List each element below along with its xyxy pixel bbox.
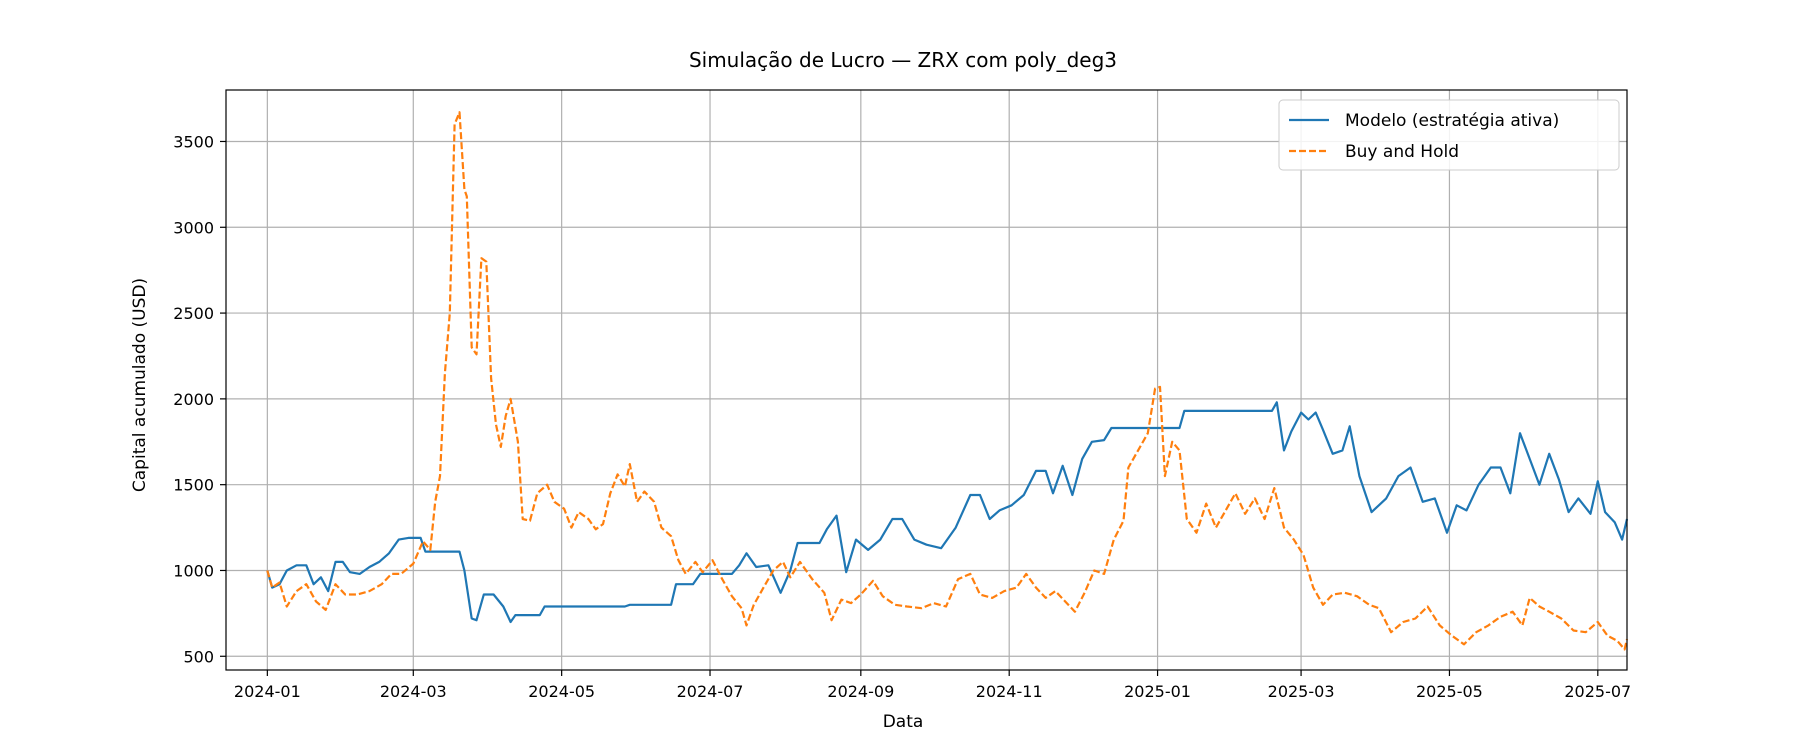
x-tick-label: 2025-03 xyxy=(1268,682,1335,701)
y-tick-label: 2500 xyxy=(173,304,214,323)
x-tick-label: 2024-07 xyxy=(677,682,744,701)
x-axis: 2024-01 2024-03 2024-05 2024-07 2024-09 2024-… xyxy=(234,670,1631,701)
x-tick-label: 2024-05 xyxy=(528,682,595,701)
legend: Modelo (estratégia ativa) Buy and Hold xyxy=(1278,99,1620,171)
x-axis-title: Data xyxy=(883,712,924,732)
y-tick-label: 3500 xyxy=(173,132,214,151)
series-line-buy-and-hold xyxy=(266,111,1629,651)
series-lines xyxy=(266,111,1629,651)
y-tick-label: 2000 xyxy=(173,390,214,409)
chart-title: Simulação de Lucro — ZRX com poly_deg3 xyxy=(689,48,1117,72)
x-tick-label: 2024-03 xyxy=(380,682,447,701)
y-axis-title: Capital acumulado (USD) xyxy=(130,278,150,492)
x-tick-label: 2024-11 xyxy=(976,682,1043,701)
y-tick-label: 500 xyxy=(183,647,214,666)
x-tick-label: 2024-09 xyxy=(827,682,894,701)
x-tick-label: 2025-07 xyxy=(1564,682,1631,701)
plot-frame xyxy=(225,89,1628,671)
x-tick-label: 2025-01 xyxy=(1124,682,1191,701)
legend-label: Buy and Hold xyxy=(1345,142,1459,162)
x-tick-label: 2025-05 xyxy=(1416,682,1483,701)
y-axis: 500 1000 1500 2000 2500 3000 3500 xyxy=(173,132,226,666)
y-tick-label: 1000 xyxy=(173,561,214,580)
y-tick-label: 3000 xyxy=(173,218,214,237)
series-line-modelo xyxy=(266,401,1629,624)
y-tick-label: 1500 xyxy=(173,476,214,495)
legend-box xyxy=(1278,99,1620,171)
x-tick-label: 2024-01 xyxy=(234,682,301,701)
grid xyxy=(226,90,1627,670)
legend-label: Modelo (estratégia ativa) xyxy=(1345,111,1559,131)
